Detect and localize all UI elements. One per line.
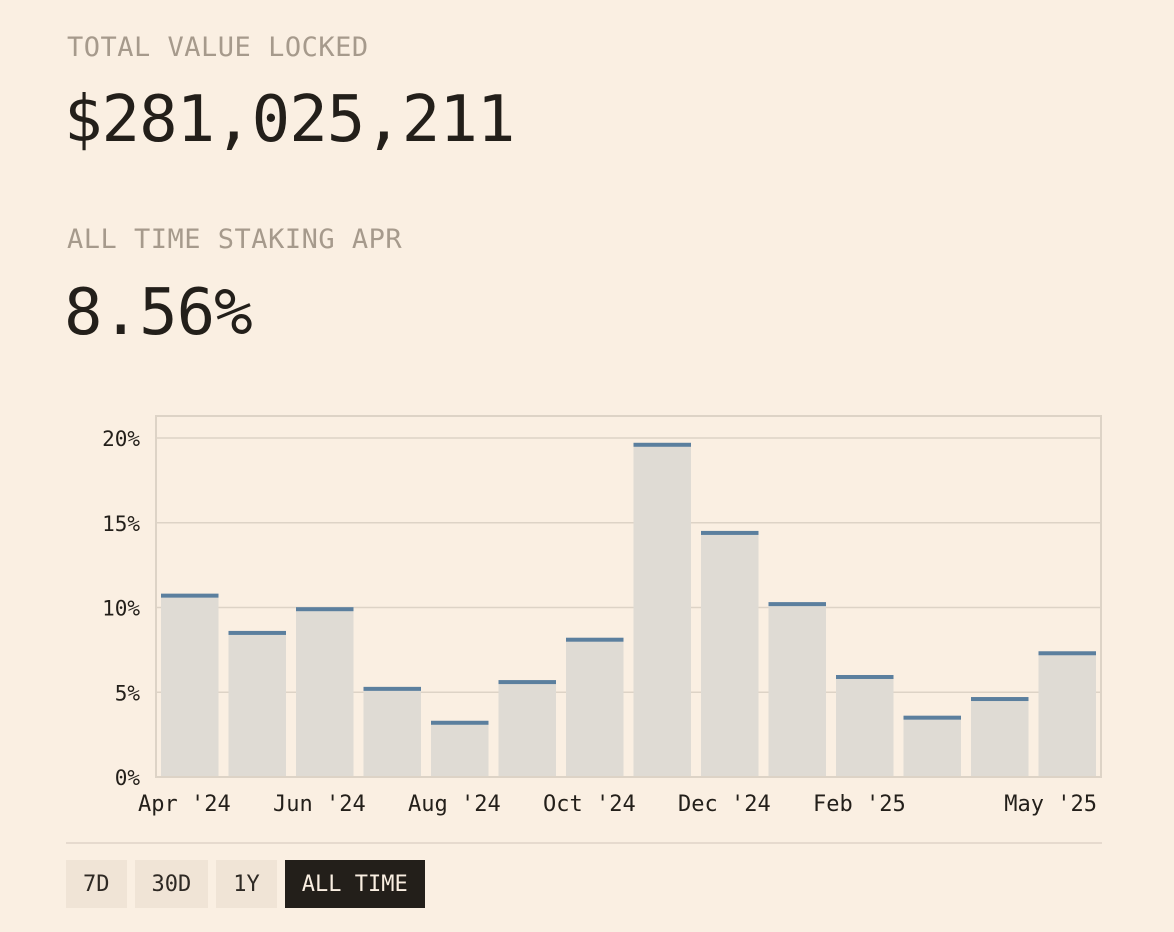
bar (431, 722, 489, 777)
bar-cap (566, 637, 624, 642)
bar (296, 609, 354, 777)
bar (161, 595, 219, 777)
x-tick-label: Apr '24 (138, 792, 231, 817)
time-range-tabs: 7D 30D 1Y ALL TIME (66, 860, 425, 908)
apr-bar-chart: 0% 5% 10% 15% 20% Apr '24 Jun '24 Aug '24 Oct '2… (102, 415, 1102, 817)
apr-value: 8.56% (64, 276, 253, 350)
bar (971, 699, 1029, 777)
y-tick-label: 5% (115, 681, 141, 705)
bar-cap (228, 630, 286, 635)
y-tick-label: 10% (102, 597, 140, 621)
bar-cap (431, 720, 489, 725)
bar-cap (836, 674, 894, 679)
bar-cap (161, 593, 219, 598)
bar-cap (701, 530, 759, 535)
bar (768, 604, 826, 777)
x-tick-label: Aug '24 (408, 792, 501, 817)
y-tick-label: 20% (102, 427, 140, 451)
bar-cap (633, 442, 691, 447)
bar (903, 717, 961, 777)
range-tab-30d[interactable]: 30D (134, 860, 209, 908)
bar (836, 676, 894, 777)
apr-label: ALL TIME STAKING APR (67, 224, 403, 255)
bar-cap (1038, 651, 1096, 656)
x-tick-label: Jun '24 (273, 792, 366, 817)
x-tick-label: Feb '25 (813, 792, 906, 817)
bar (228, 632, 286, 777)
bar-cap (363, 686, 421, 691)
bar (566, 639, 624, 777)
bar-cap (296, 607, 354, 612)
bar-cap (768, 602, 826, 607)
bar (633, 444, 691, 777)
bar-cap (971, 697, 1029, 702)
bar-cap (903, 715, 961, 720)
range-tab-7d[interactable]: 7D (66, 860, 127, 908)
x-tick-label: May '25 (1004, 792, 1097, 817)
y-tick-label: 0% (115, 766, 141, 790)
range-tab-all-time[interactable]: ALL TIME (284, 860, 425, 908)
x-tick-label: Oct '24 (543, 792, 636, 817)
bar (498, 682, 556, 777)
bar (363, 688, 421, 777)
bar (1038, 653, 1096, 777)
range-tab-1y[interactable]: 1Y (216, 860, 277, 908)
tvl-value: $281,025,211 (64, 83, 515, 157)
bar-cap (498, 680, 556, 685)
x-tick-label: Dec '24 (678, 792, 771, 817)
tvl-label: TOTAL VALUE LOCKED (67, 32, 369, 63)
divider (66, 842, 1102, 844)
y-tick-label: 15% (102, 512, 140, 536)
bar (701, 532, 759, 777)
